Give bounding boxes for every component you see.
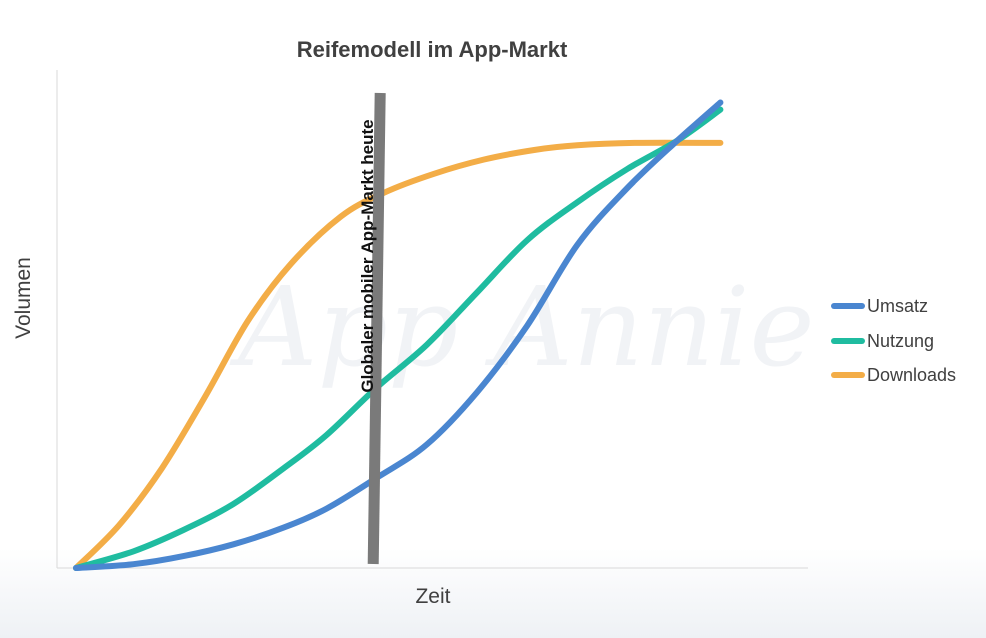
- background-fade: [0, 548, 986, 638]
- annotation-label: Globaler mobiler App-Markt heute: [358, 119, 377, 392]
- watermark: App Annie: [229, 263, 815, 391]
- annotation-bar: [367, 92, 386, 565]
- series-line-nutzung: [73, 106, 724, 571]
- x-axis-label: Zeit: [415, 585, 450, 608]
- series-line-umsatz: [73, 99, 724, 571]
- series-layer: [73, 99, 724, 571]
- legend-label-downloads: Downloads: [867, 365, 956, 385]
- chart-title: Reifemodell im App-Markt: [297, 37, 568, 62]
- series-line-downloads: [73, 139, 724, 571]
- legend-label-nutzung: Nutzung: [867, 331, 934, 351]
- y-axis-label: Volumen: [12, 257, 35, 339]
- legend-label-umsatz: Umsatz: [867, 296, 928, 316]
- legend: Umsatz Nutzung Downloads: [831, 296, 956, 385]
